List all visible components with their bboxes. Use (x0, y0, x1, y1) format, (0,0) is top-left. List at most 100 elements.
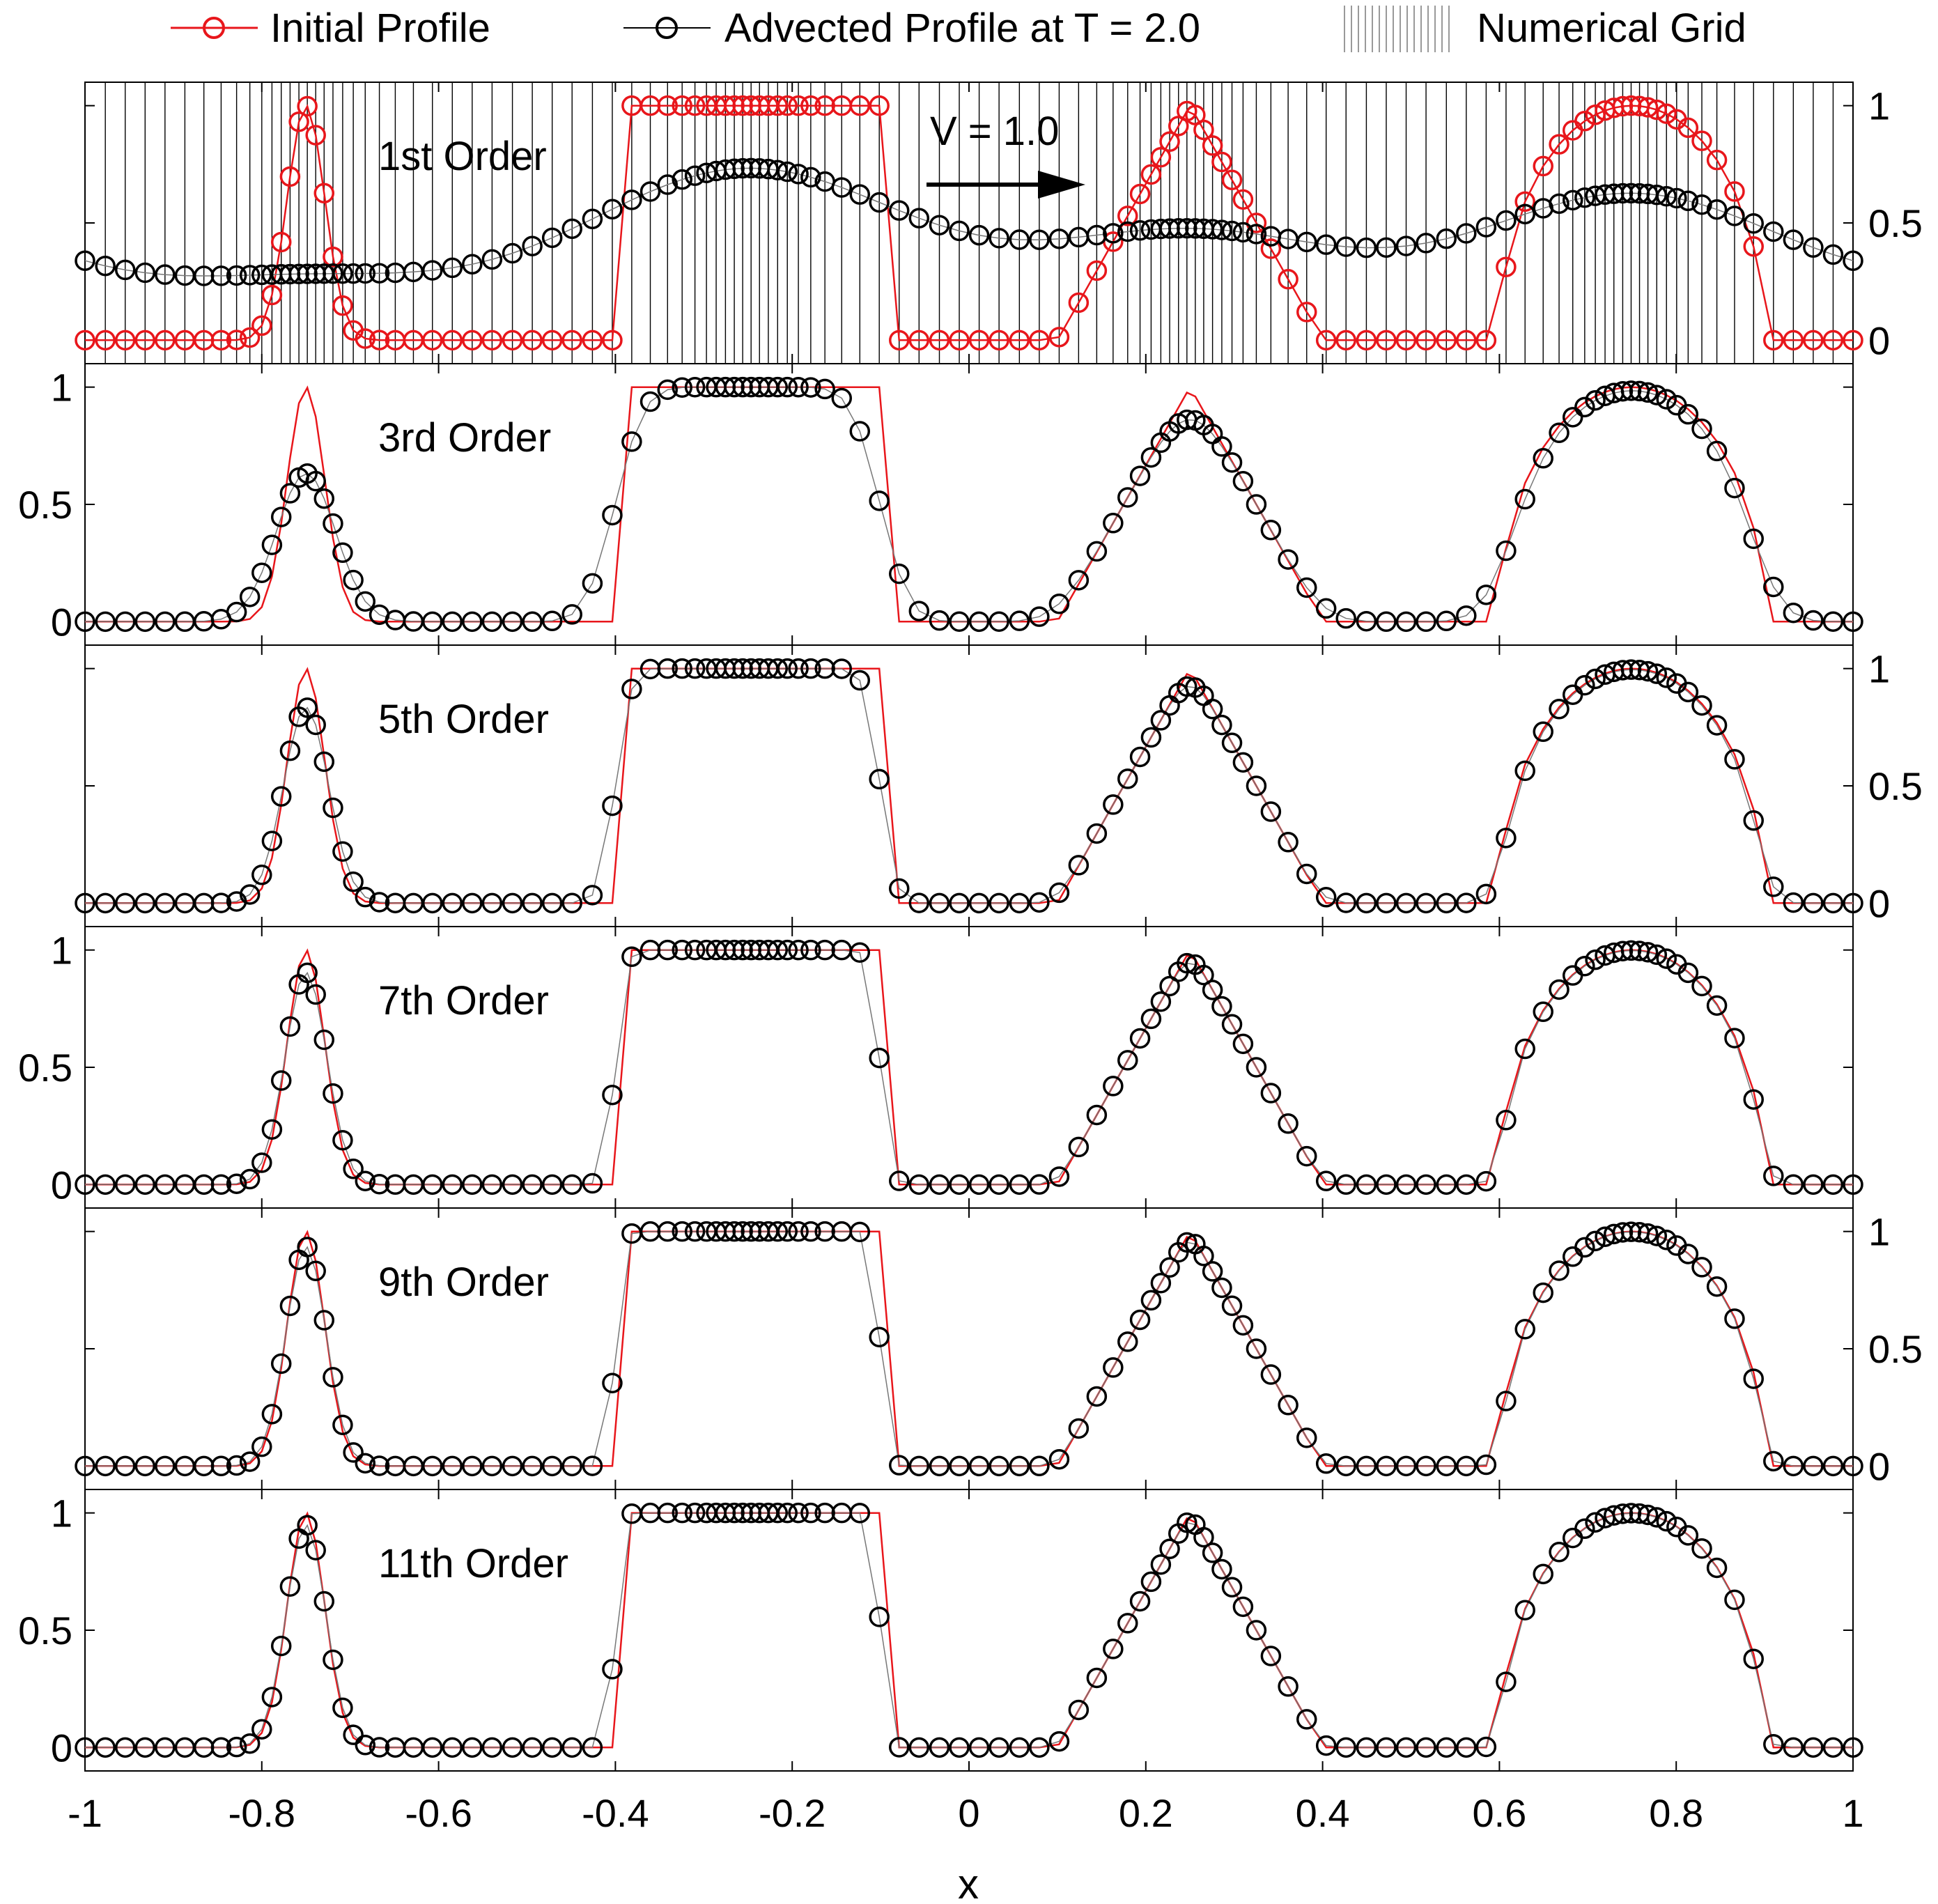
advected-profile-point (1783, 229, 1804, 250)
initial-profile-point (1150, 146, 1172, 168)
advected-profile-point (1335, 892, 1356, 913)
y-tick-label: 0.5 (18, 1046, 72, 1090)
advected-profile-point (95, 1737, 116, 1758)
initial-profile-point (908, 330, 930, 351)
initial-profile-point (1202, 135, 1223, 156)
advected-profile-point (1533, 721, 1553, 743)
advected-profile-point (75, 611, 95, 633)
x-tick-label: 0 (958, 1791, 979, 1835)
advected-profile-point (1822, 1737, 1844, 1758)
advected-profile-point (831, 387, 853, 409)
panel-4: 0 0.5 1 7th Order (18, 926, 1863, 1209)
advected-profile-point (1783, 892, 1804, 913)
advected-profile-point (1150, 1272, 1172, 1294)
advected-profile-point (1436, 610, 1457, 632)
advected-profile-point (1514, 1600, 1535, 1620)
y-tick-label: 1 (51, 929, 72, 973)
advected-profile-point (1724, 206, 1745, 226)
initial-profile-point (788, 95, 809, 116)
advected-profile-point (929, 892, 950, 914)
advected-profile-point (1086, 541, 1108, 562)
advected-profile-point (343, 871, 364, 892)
advected-profile-point (561, 892, 582, 914)
advected-profile-point (929, 1737, 950, 1758)
initial-profile-point (1637, 97, 1659, 118)
advected-profile-point (369, 1455, 390, 1476)
advected-profile-point (1637, 942, 1659, 963)
advected-profile-point (602, 795, 623, 816)
advected-profile-point (1335, 1737, 1356, 1758)
advected-profile-point (95, 255, 116, 277)
advected-profile-point (672, 169, 692, 190)
advected-profile-point (239, 265, 261, 286)
advected-profile-point (908, 1174, 930, 1195)
advected-profile-point (1803, 892, 1824, 914)
advected-profile-point (481, 1455, 503, 1477)
advected-profile-point (561, 604, 582, 625)
advected-profile-point (788, 164, 809, 185)
advected-profile-point (522, 1737, 543, 1758)
advected-profile-point (888, 1170, 910, 1191)
advected-profile-point (602, 1659, 623, 1680)
advected-profile-point (1009, 892, 1030, 914)
advected-profile-point (481, 611, 503, 633)
advected-profile-point (732, 1502, 753, 1524)
advected-profile-point (908, 208, 930, 229)
advected-profile-point (1129, 1309, 1151, 1331)
advected-profile-point (355, 886, 376, 908)
advected-profile-point (1335, 1455, 1356, 1477)
y-tick-label: 0.5 (18, 1609, 72, 1653)
advected-profile-point (814, 378, 835, 400)
advected-profile-point (1763, 576, 1784, 598)
advected-profile-point (1260, 520, 1282, 541)
advected-profile-point (323, 797, 343, 819)
initial-profile-point (155, 330, 176, 351)
advected-profile-point (869, 1326, 890, 1347)
advected-profile-point (75, 1455, 95, 1477)
advected-profile-point (1637, 1504, 1659, 1526)
advected-profile-point (1177, 676, 1197, 697)
advected-profile-point (1416, 892, 1436, 914)
advected-profile-point (1296, 1145, 1317, 1167)
initial-profile-point (684, 95, 706, 116)
advected-profile-point (777, 658, 798, 679)
advected-profile-point (869, 1607, 890, 1627)
advected-profile-point (1376, 1174, 1397, 1195)
advected-profile-point (1803, 610, 1824, 631)
advected-profile-point (1691, 975, 1712, 997)
advected-profile-point (1843, 892, 1863, 914)
advected-profile-point (1763, 1450, 1784, 1472)
advected-profile-point (814, 1221, 835, 1242)
advected-profile-point (210, 1737, 232, 1758)
y-tick-label: 0.5 (1868, 764, 1923, 808)
advected-profile-point (1783, 602, 1804, 624)
advected-profile-point (1048, 593, 1070, 614)
advected-profile-point (767, 376, 789, 398)
y-tick-label: 1 (1868, 84, 1890, 128)
advected-profile-point (1129, 746, 1151, 768)
advected-profile-point (1159, 1538, 1180, 1560)
advected-profile-point (1822, 244, 1844, 265)
advected-profile-point (1783, 1174, 1804, 1195)
initial-profile-point (369, 330, 390, 350)
advected-profile-point (1029, 1174, 1050, 1195)
advected-profile-point (849, 421, 871, 442)
advected-profile-point (1743, 528, 1764, 550)
advected-profile-point (1574, 674, 1595, 696)
initial-profile-point (1656, 103, 1677, 124)
advected-profile-point (1514, 1319, 1535, 1340)
x-tick-label: -0.8 (228, 1791, 296, 1835)
advected-profile-point (1177, 952, 1197, 974)
advected-profile-point (561, 1174, 582, 1195)
advected-profile-point (1677, 190, 1699, 212)
advected-profile-point (270, 786, 292, 807)
initial-profile-point (1456, 330, 1477, 351)
initial-profile-point (1260, 238, 1282, 259)
advected-profile-point (210, 265, 232, 286)
advected-profile-point (732, 157, 753, 179)
initial-profile-point (989, 330, 1009, 351)
advected-profile-point (332, 841, 353, 862)
advected-profile-point (949, 611, 970, 632)
advected-profile-point (888, 1737, 910, 1758)
legend: Initial Profile Advected Profile at T = … (171, 6, 1746, 52)
